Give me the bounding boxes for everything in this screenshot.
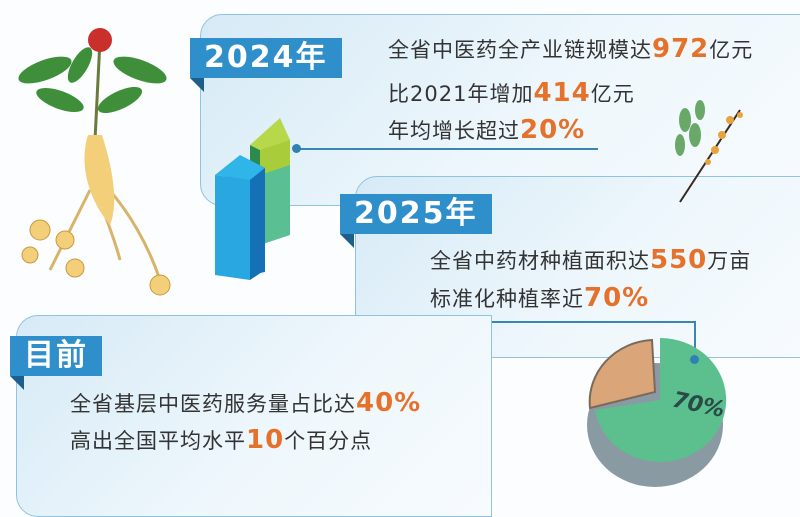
- stat-line: 年均增长超过20%: [388, 115, 586, 145]
- pie-chart: 70%: [587, 337, 727, 487]
- connector-dot: [690, 355, 699, 364]
- connector-line: [694, 321, 696, 357]
- connector-dot: [292, 144, 301, 153]
- stat-line: 高出全国平均水平10个百分点: [70, 425, 373, 455]
- connector-line: [296, 148, 598, 150]
- bar-green-cap: [260, 140, 290, 175]
- bar-blue-front2: [215, 175, 250, 280]
- stat-line: 比2021年增加414亿元: [388, 78, 635, 108]
- bar-blue-top: [215, 155, 265, 180]
- bar-green-top: [250, 118, 290, 150]
- stat-line: 全省基层中医药服务量占比达40%: [70, 388, 422, 418]
- ginseng-illustration: [18, 28, 171, 296]
- pie-slice-30: [588, 338, 657, 410]
- pie-slice-70: [595, 337, 727, 462]
- stat-line: 标准化种植率近70%: [430, 283, 650, 313]
- herb-branch-illustration: [675, 100, 743, 203]
- tab-label-2025: 2025年: [340, 194, 492, 248]
- bar-chart-illustration: [215, 118, 290, 280]
- bar-blue-side2: [250, 168, 265, 280]
- stat-line: 全省中药材种植面积达550万亩: [430, 245, 752, 275]
- tab-label-current: 目前: [10, 336, 102, 390]
- tab-label-2024: 2024年: [190, 38, 342, 92]
- stat-line: 全省中医药全产业链规模达972亿元: [388, 34, 754, 64]
- connector-line: [430, 321, 695, 323]
